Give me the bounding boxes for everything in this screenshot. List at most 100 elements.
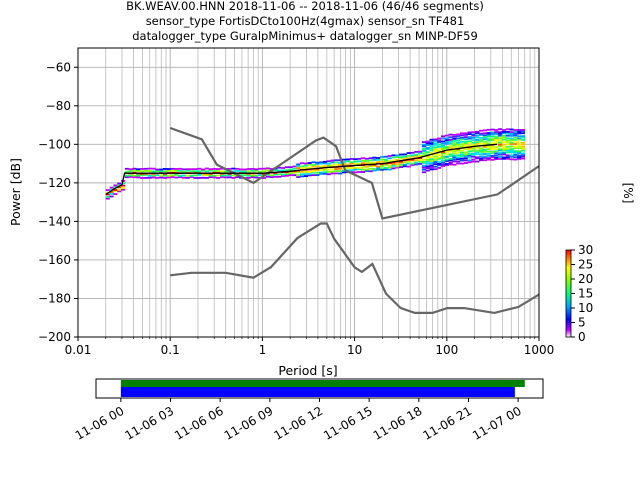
histogram-cell [501,145,506,148]
histogram-cell [288,166,293,169]
histogram-cell [456,151,461,154]
histogram-cell [494,150,499,153]
histogram-cell [376,161,381,163]
histogram-cell [250,176,255,178]
histogram-cell [273,172,278,174]
histogram-cell [239,168,244,171]
histogram-cell [387,162,392,165]
histogram-cell [494,148,499,150]
histogram-cell [300,173,305,176]
histogram-cell [395,166,400,169]
histogram-cell [509,150,514,152]
histogram-cell [231,167,236,170]
histogram-cell [433,163,438,166]
histogram-cell [486,158,491,161]
histogram-cell [517,147,522,149]
histogram-cell [448,153,453,156]
histogram-cell [490,131,495,134]
histogram-cell [517,150,522,153]
histogram-cell [277,175,282,178]
histogram-cell [246,170,251,173]
histogram-cell [452,137,457,140]
histogram-cell [433,158,438,161]
histogram-cell [452,156,457,159]
histogram-cell [254,174,259,177]
histogram-cell [467,161,472,164]
histogram-cell [444,139,449,141]
histogram-cell [475,160,480,163]
histogram-cell [330,168,335,171]
histogram-cell [475,157,480,160]
histogram-cell [143,173,148,176]
histogram-cell [425,142,430,145]
y-tick-label: −180 [38,291,71,305]
histogram-cell [391,164,396,167]
histogram-cell [452,135,457,138]
histogram-cell [174,169,179,172]
histogram-cell [303,175,308,177]
histogram-cell [212,174,217,177]
histogram-cell [498,158,503,160]
histogram-cell [216,174,221,177]
histogram-cell [414,159,419,162]
histogram-cell [166,169,171,172]
histogram-cell [509,143,514,145]
histogram-cell [444,141,449,144]
histogram-cell [471,155,476,158]
histogram-cell [300,162,305,165]
histogram-cell [246,176,251,179]
histogram-cell [117,184,122,187]
histogram-cell [479,138,484,141]
histogram-cell [399,153,404,156]
histogram-cell [425,140,430,143]
histogram-cell [459,132,465,135]
histogram-cell [482,140,487,143]
histogram-cell [242,170,247,173]
histogram-cell [368,167,373,170]
histogram-cell [501,157,506,160]
histogram-cell [425,169,430,172]
histogram-cell [467,136,472,138]
histogram-cell [437,145,442,148]
histogram-cell [269,174,274,177]
histogram-cell [437,162,442,165]
histogram-cell [307,173,312,175]
histogram-cell [322,168,327,171]
histogram-cell [414,155,419,158]
histogram-cell [372,168,377,170]
histogram-cell [341,158,347,161]
histogram-cell [509,134,514,137]
histogram-cell [505,132,510,135]
histogram-cell [395,158,400,161]
histogram-cell [379,168,385,171]
histogram-cell [395,161,400,163]
histogram-cell [292,165,297,168]
histogram-cell [258,167,263,170]
histogram-cell [448,147,453,149]
histogram-cell [357,162,362,165]
histogram-cell [471,160,476,163]
histogram-cell [467,141,472,144]
histogram-cell [513,151,518,154]
histogram-cell [494,158,499,160]
histogram-cell [486,132,491,134]
histogram-cell [395,165,400,168]
histogram-cell [517,137,522,140]
coverage-bar-data [120,380,525,387]
histogram-cell [509,151,514,154]
histogram-cell [311,168,316,171]
histogram-cell [425,151,430,154]
histogram-cell [479,137,484,139]
histogram-cell [505,141,510,143]
histogram-cell [479,132,484,135]
colorbar-tick-label: 5 [578,316,586,330]
histogram-cell [235,176,240,178]
histogram-cell [200,168,206,171]
histogram-cell [349,167,354,169]
histogram-cell [379,167,385,170]
histogram-cell [467,140,472,143]
histogram-cell [402,161,407,164]
histogram-cell [113,190,118,193]
histogram-cell [421,171,426,174]
histogram-cell [433,165,438,168]
